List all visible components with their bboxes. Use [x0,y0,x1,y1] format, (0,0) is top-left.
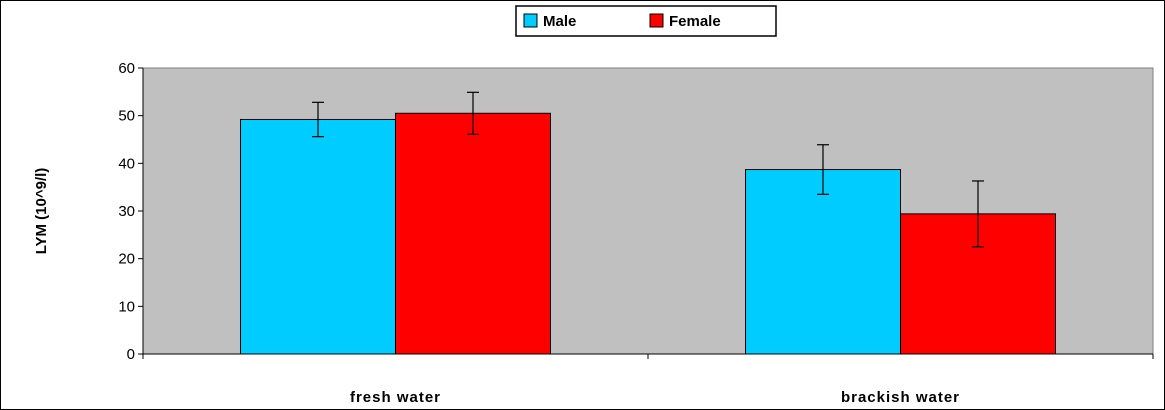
y-tick-label: 10 [118,298,135,315]
legend-label-female: Female [669,13,721,30]
bar-female-0 [395,112,551,355]
legend: Male Female [515,5,777,37]
x-category-label: brackish water [841,389,960,406]
error-bars-group [312,91,984,248]
bar-male-1 [745,169,901,355]
x-category-label: fresh water [350,389,441,406]
y-axis: 0 10 20 30 40 50 60 [118,60,144,363]
legend-label-male: Male [543,13,576,30]
x-axis: fresh water brackish water [142,353,1154,406]
y-tick-label: 40 [118,155,135,172]
y-tick-label: 0 [127,346,135,363]
legend-swatch-female [649,13,664,28]
legend-box [515,5,777,37]
bar-male-0 [240,118,396,355]
y-axis-title: LYM (10^9/l) [33,168,50,255]
y-tick-label: 20 [118,251,135,268]
legend-swatch-male [523,13,538,28]
y-tick-label: 50 [118,108,135,125]
y-tick-label: 60 [118,60,135,77]
y-tick-label: 30 [118,203,135,220]
